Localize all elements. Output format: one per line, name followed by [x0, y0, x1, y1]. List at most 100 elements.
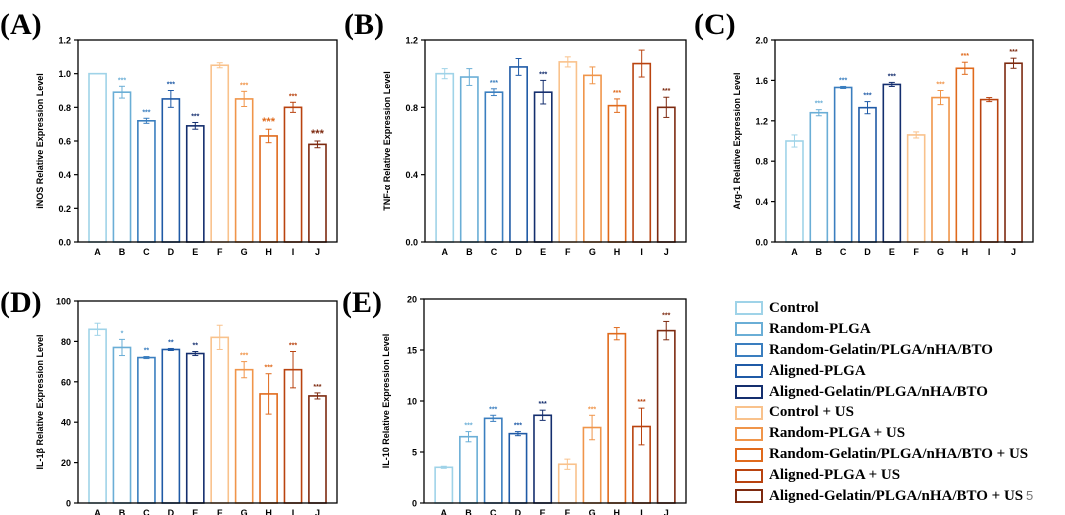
significance-mark: ***: [815, 101, 823, 108]
bar-g: [234, 368, 254, 504]
bar-g: [234, 98, 254, 243]
x-tick-label: H: [614, 247, 621, 257]
panel-label: (C): [694, 8, 736, 41]
significance-mark: ***: [289, 343, 297, 350]
y-tick-label: 60: [61, 377, 71, 387]
bar-e: [533, 414, 553, 504]
y-tick-label: 1.0: [58, 69, 71, 79]
x-tick-label: H: [265, 508, 272, 515]
bar-f: [906, 134, 926, 243]
legend-swatch: [735, 364, 763, 379]
y-tick-label: 80: [61, 337, 71, 347]
y-axis-label: TNF-α Relative Expression Level: [382, 71, 392, 211]
bar-f: [210, 64, 230, 243]
x-tick-label: H: [614, 508, 621, 515]
bar-c: [483, 417, 503, 504]
significance-mark: ***: [662, 312, 670, 319]
bar-i: [283, 106, 303, 243]
bar-c: [137, 356, 156, 504]
bar-i: [632, 62, 652, 243]
bar-e: [185, 125, 205, 243]
significance-mark: **: [144, 348, 150, 355]
legend-label: Random-Gelatin/PLGA/nHA/BTO + US: [769, 446, 1029, 463]
x-tick-label: A: [441, 247, 448, 257]
x-tick-label: G: [937, 247, 944, 257]
significance-mark: ***: [936, 82, 944, 89]
bar-b: [809, 111, 829, 243]
x-tick-label: B: [119, 508, 126, 515]
significance-mark: ***: [839, 77, 847, 84]
x-tick-label: F: [913, 247, 919, 257]
bar-h: [955, 67, 975, 243]
legend-label: Aligned-PLGA: [769, 362, 866, 379]
x-tick-label: D: [515, 508, 522, 515]
bar-a: [88, 328, 107, 504]
significance-mark: ***: [1009, 49, 1017, 56]
x-tick-label: B: [466, 247, 473, 257]
significance-mark: ***: [662, 88, 670, 95]
y-tick-label: 1.2: [58, 36, 71, 46]
legend-label: Random-PLGA: [769, 320, 871, 337]
x-tick-label: B: [816, 247, 823, 257]
legend-swatch: [735, 426, 763, 441]
chart-panel-d: (D) 0 20 40 60 80 100 IL-1β Relative Expression…: [0, 286, 338, 515]
x-tick-label: D: [864, 247, 871, 257]
y-tick-label: 0.8: [58, 103, 71, 113]
page-number: 5: [1026, 488, 1034, 503]
y-tick-label: 1.2: [405, 36, 418, 46]
x-tick-label: J: [315, 247, 320, 257]
x-tick-label: G: [589, 508, 596, 515]
significance-mark: ***: [264, 365, 272, 372]
x-tick-label: G: [589, 247, 596, 257]
x-tick-label: J: [315, 508, 320, 515]
y-tick-label: 2.0: [755, 36, 768, 46]
bar-d: [509, 66, 528, 243]
legend-swatch: [735, 343, 763, 358]
bar-e: [533, 91, 553, 243]
significance-mark: ***: [888, 73, 896, 80]
x-tick-label: I: [640, 508, 643, 515]
bar-b: [459, 435, 478, 504]
significance-mark: ***: [313, 384, 321, 391]
significance-mark: ***: [118, 77, 126, 84]
legend-swatch: [735, 489, 763, 504]
y-tick-label: 0: [412, 499, 417, 509]
x-tick-label: C: [490, 508, 497, 515]
legend-item-random-plga-us: Random-PLGA + US: [735, 423, 1065, 444]
significance-mark: ***: [142, 109, 150, 116]
x-tick-label: A: [94, 247, 101, 257]
legend-swatch: [735, 468, 763, 483]
x-tick-label: I: [292, 247, 295, 257]
bar-d: [161, 348, 181, 504]
legend-label: Aligned-Gelatin/PLGA/nHA/BTO + US: [769, 487, 1024, 504]
x-tick-label: B: [465, 508, 472, 515]
x-tick-label: I: [292, 508, 295, 515]
y-tick-label: 20: [61, 458, 71, 468]
bar-c: [137, 120, 156, 243]
bar-a: [435, 72, 455, 243]
bar-g: [583, 74, 602, 243]
significance-mark: ***: [490, 80, 498, 87]
chart-panel-c: (C) 0.0 0.4 0.8 1.2 1.6 2.0 Arg-1 Relative Expr…: [694, 8, 1034, 257]
x-tick-label: C: [143, 247, 150, 257]
y-tick-label: 1.6: [755, 76, 768, 86]
significance-mark: ***: [240, 353, 248, 360]
y-tick-label: 1.2: [755, 116, 768, 126]
bar-i: [283, 368, 303, 504]
legend-item-control: Control: [735, 298, 1065, 319]
bar-c: [484, 91, 504, 243]
y-axis-label: Arg-1 Relative Expression Level: [732, 72, 742, 209]
significance-mark: ***: [613, 90, 621, 97]
x-tick-label: F: [217, 247, 223, 257]
legend-swatch: [735, 385, 763, 399]
significance-mark: ***: [240, 82, 248, 89]
x-tick-label: J: [1011, 247, 1016, 257]
bar-j: [656, 329, 676, 504]
x-tick-label: E: [540, 508, 546, 515]
x-tick-label: D: [168, 508, 175, 515]
y-tick-label: 100: [56, 297, 71, 307]
x-tick-label: C: [491, 247, 498, 257]
x-tick-label: J: [664, 508, 669, 515]
x-tick-label: A: [441, 508, 448, 515]
bar-j: [308, 143, 327, 243]
